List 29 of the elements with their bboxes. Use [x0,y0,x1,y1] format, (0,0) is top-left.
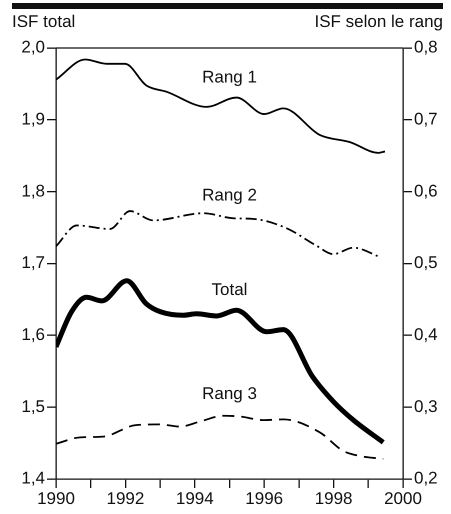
y-tick-label: 2,0 [21,38,45,57]
y2-tick-label: 0,5 [414,253,438,272]
y-tick-label: 1,9 [21,110,45,129]
line-series [56,58,386,154]
y-tick-label: 1,4 [21,468,45,488]
y2-tick-label: 0,6 [414,181,438,200]
series-label: Rang 1 [202,68,257,87]
y-tick-label: 1,6 [21,325,45,344]
series-label: Rang 2 [202,186,257,205]
y2-tick-label: 0,8 [414,38,438,57]
y2-tick-label: 0,7 [414,110,438,129]
x-tick-label: 1990 [37,488,75,508]
y2-axis-title: ISF selon le rang [314,12,443,31]
y-tick-label: 1,7 [21,253,45,272]
y-tick-label: 1,8 [21,181,45,200]
series-label: Rang 3 [202,384,257,404]
y-tick-label: 1,5 [21,396,45,416]
x-tick-label: 2000 [384,488,422,508]
x-tick-label: 1996 [245,488,284,508]
y2-tick-label: 0,4 [414,325,438,344]
x-tick-label: 1998 [314,488,353,508]
x-tick-label: 1994 [176,488,214,508]
series-label: Total [212,280,248,300]
y2-tick-label: 0,3 [414,396,438,416]
line-series [56,210,381,258]
y2-tick-label: 0,2 [414,468,438,488]
line-series [56,414,384,460]
x-tick-label: 1992 [106,488,144,508]
y-axis-title: ISF total [12,12,76,31]
